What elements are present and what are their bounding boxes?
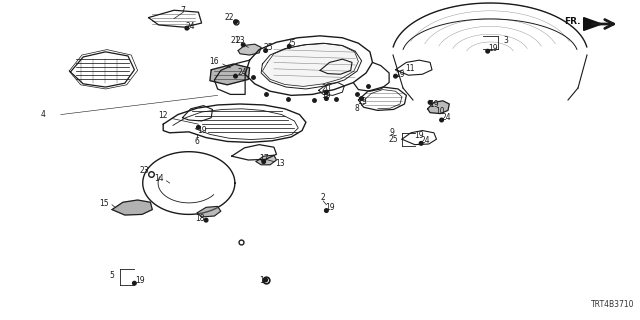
Polygon shape (584, 18, 602, 30)
Text: 24: 24 (442, 113, 452, 122)
Text: 13: 13 (275, 159, 285, 168)
Text: 3: 3 (503, 36, 508, 45)
Circle shape (440, 118, 444, 122)
Polygon shape (256, 155, 276, 165)
Text: 20: 20 (321, 84, 332, 93)
Circle shape (132, 281, 136, 285)
Text: 18: 18 (195, 214, 204, 223)
Text: 2: 2 (321, 193, 326, 202)
Text: 5: 5 (109, 271, 115, 280)
Text: 19: 19 (429, 100, 439, 109)
Circle shape (394, 74, 397, 78)
Polygon shape (238, 44, 261, 55)
Text: 25: 25 (388, 135, 399, 144)
Polygon shape (428, 101, 449, 114)
Text: 17: 17 (259, 154, 269, 163)
Text: 19: 19 (134, 276, 145, 285)
Text: 14: 14 (154, 174, 164, 183)
Text: 23: 23 (139, 166, 149, 175)
Circle shape (486, 49, 490, 53)
Circle shape (264, 49, 268, 52)
Text: 4: 4 (41, 110, 46, 119)
Circle shape (360, 97, 364, 100)
Text: 7: 7 (180, 6, 185, 15)
Polygon shape (262, 44, 358, 86)
Text: 24: 24 (186, 22, 196, 31)
Text: FR.: FR. (564, 17, 581, 26)
Circle shape (324, 209, 328, 212)
Circle shape (419, 141, 423, 145)
Circle shape (234, 20, 237, 24)
Text: 15: 15 (99, 199, 109, 208)
Circle shape (428, 100, 432, 104)
Text: 19: 19 (414, 131, 424, 140)
Text: 24: 24 (237, 68, 247, 77)
Text: 25: 25 (286, 39, 296, 48)
Circle shape (185, 26, 189, 30)
Text: TRT4B3710: TRT4B3710 (591, 300, 635, 309)
Circle shape (324, 90, 328, 94)
Text: 19: 19 (395, 70, 405, 79)
Polygon shape (210, 64, 250, 85)
Circle shape (204, 218, 208, 222)
Circle shape (241, 43, 245, 47)
Polygon shape (197, 206, 221, 217)
Text: 8: 8 (355, 104, 360, 113)
Circle shape (234, 74, 237, 78)
Circle shape (264, 278, 268, 282)
Text: 16: 16 (209, 57, 220, 66)
Text: 19: 19 (196, 126, 207, 135)
Text: 25: 25 (264, 43, 274, 52)
Text: 19: 19 (356, 97, 367, 106)
Text: 1: 1 (259, 276, 264, 285)
Text: 23: 23 (235, 36, 245, 45)
Text: 19: 19 (321, 91, 332, 100)
Text: 24: 24 (420, 136, 431, 145)
Text: 22: 22 (225, 13, 234, 22)
Text: 11: 11 (405, 64, 414, 73)
Text: 19: 19 (488, 44, 498, 53)
Circle shape (287, 44, 291, 48)
Circle shape (262, 160, 266, 164)
Text: 19: 19 (324, 203, 335, 212)
Text: 12: 12 (159, 111, 168, 120)
Polygon shape (112, 200, 152, 215)
Circle shape (324, 97, 328, 100)
Text: 10: 10 (435, 107, 445, 116)
Circle shape (196, 125, 200, 129)
Text: 21: 21 (231, 36, 240, 45)
Text: 9: 9 (389, 128, 394, 137)
Text: 6: 6 (195, 137, 200, 146)
